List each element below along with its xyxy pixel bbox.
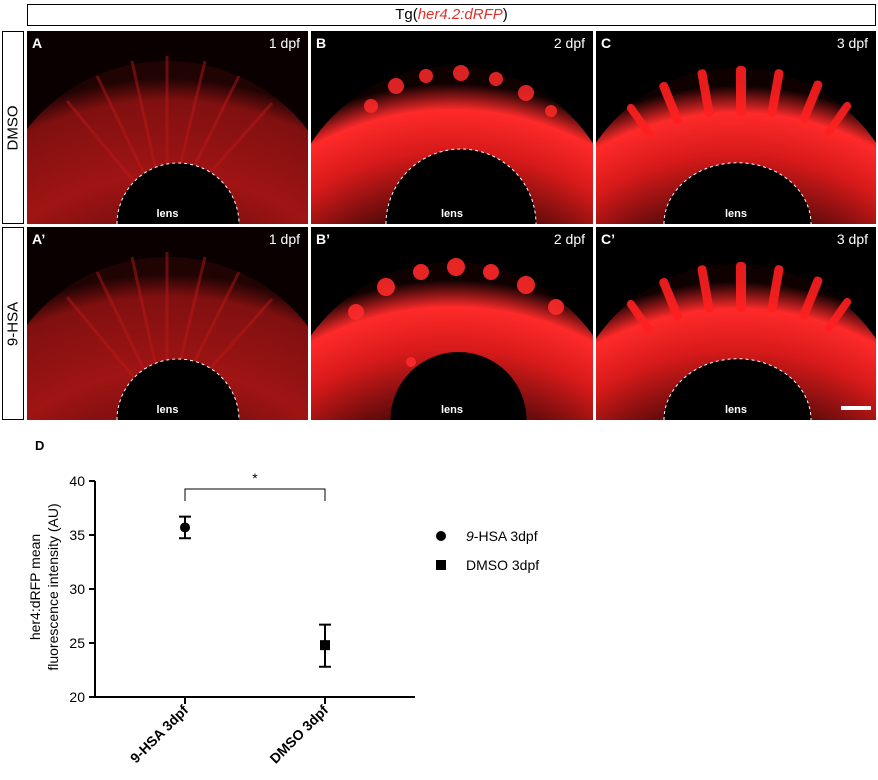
scale-bar (841, 406, 871, 410)
data-point-circle (180, 522, 190, 533)
legend-marker-dmso (436, 560, 446, 570)
y-tick-label: 40 (69, 473, 85, 489)
data-point-square (320, 640, 330, 651)
chart-panel-label: D (35, 438, 45, 453)
panel-label: A’ (32, 231, 46, 247)
title-gene: her4.2:dRFP (417, 6, 503, 23)
lens-label: lens (440, 208, 463, 220)
data-marks (179, 515, 331, 668)
panel-day: 3 dpf (836, 35, 868, 51)
micrograph-panel-c: C 3 dpf lens (596, 31, 876, 224)
y-tick-label: 25 (69, 635, 85, 651)
title-suffix: ) (502, 6, 508, 23)
significance-bracket: * (184, 470, 326, 501)
axes (94, 481, 415, 698)
micrograph-panel-b: B 2 dpf lens (311, 31, 593, 224)
y-tick-label: 30 (69, 581, 85, 597)
row-label-dmso: DMSO (4, 105, 22, 150)
y-axis-label-line2: fluorescence intensity (AU) (45, 503, 61, 670)
lens-label: lens (156, 208, 179, 220)
panel-day: 1 dpf (268, 231, 300, 247)
panel-label: B’ (316, 231, 330, 247)
figure-title: Tg(her4.2:dRFP) (27, 4, 876, 26)
legend-label-9hsa-rest: -HSA 3dpf (474, 528, 538, 544)
row-label-9hsa: 9-HSA (4, 301, 22, 346)
significance-line (184, 488, 326, 501)
legend-marker-9hsa (436, 531, 446, 541)
panel-day: 3 dpf (836, 231, 868, 247)
y-axis-label: her4:dRFP mean fluorescence intensity (A… (27, 503, 61, 670)
x-tick-label: 9-HSA 3dpf (127, 702, 192, 767)
y-axis-label-line1: her4:dRFP mean (27, 534, 43, 640)
y-ticks: 20 25 30 35 40 (69, 473, 95, 705)
legend-label-9hsa: 9-HSA 3dpf (466, 528, 538, 544)
fluorescence-chart: her4:dRFP mean fluorescence intensity (A… (27, 470, 539, 767)
panel-label: B (316, 35, 327, 51)
micrograph-panel-c-prime: C’ 3 dpf lens (596, 227, 876, 420)
significance-marker: * (252, 470, 258, 486)
micrograph-panel-b-prime: B’ 2 dpf lens (311, 227, 593, 420)
panel-label: A (32, 35, 43, 51)
x-tick-label: DMSO 3dpf (266, 702, 331, 767)
title-prefix: Tg( (395, 6, 418, 23)
micrograph-panel-a: A 1 dpf lens (27, 31, 308, 224)
legend-label-9hsa-prefix: 9 (466, 528, 474, 544)
lens-label: lens (156, 404, 179, 416)
row-label-9hsa-box: 9-HSA (2, 227, 24, 420)
panel-day: 2 dpf (553, 231, 585, 247)
panel-day: 2 dpf (553, 35, 585, 51)
legend-label-dmso: DMSO 3dpf (466, 557, 539, 573)
lens-label: lens (724, 404, 747, 416)
legend: 9-HSA 3dpf DMSO 3dpf (436, 528, 539, 573)
x-ticks: 9-HSA 3dpf DMSO 3dpf (127, 697, 331, 767)
lens-label: lens (724, 208, 747, 220)
y-tick-label: 35 (69, 527, 85, 543)
micrograph-panel-a-prime: A’ 1 dpf lens (27, 227, 308, 420)
panel-day: 1 dpf (268, 35, 300, 51)
row-label-dmso-box: DMSO (2, 31, 24, 224)
panel-label: C (601, 35, 612, 51)
y-tick-label: 20 (69, 689, 85, 705)
lens-label: lens (440, 404, 463, 416)
panel-label: C’ (601, 231, 615, 247)
